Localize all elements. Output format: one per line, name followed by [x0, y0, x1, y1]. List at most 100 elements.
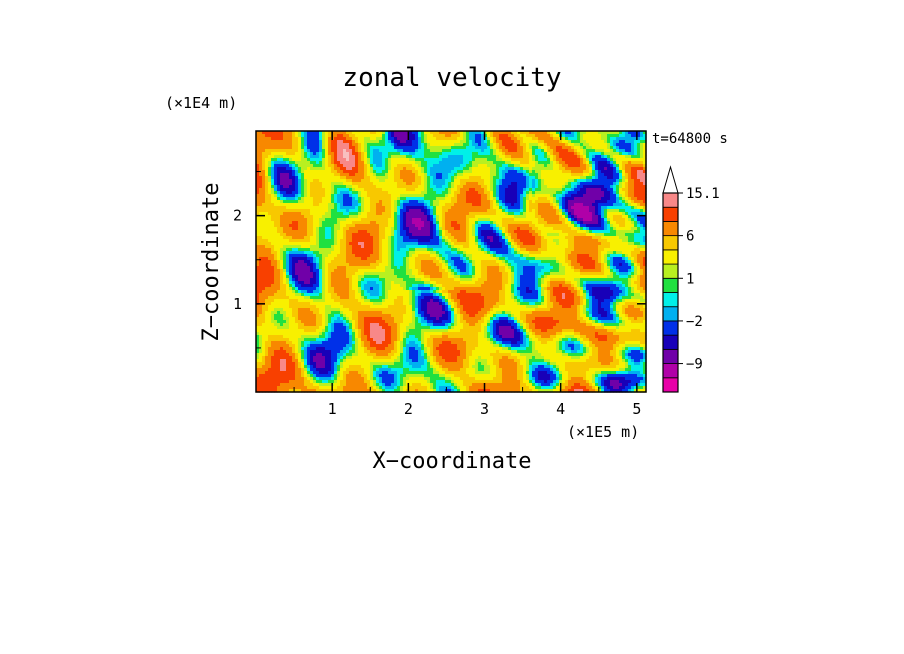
field-cell	[292, 137, 296, 141]
field-cell	[604, 224, 608, 228]
field-cell	[463, 155, 467, 159]
field-cell	[394, 206, 398, 210]
field-cell	[280, 197, 284, 201]
field-cell	[322, 134, 326, 138]
field-cell	[586, 140, 590, 144]
field-cell	[538, 155, 542, 159]
field-cell	[478, 137, 482, 141]
field-cell	[424, 152, 428, 156]
field-cell	[607, 161, 611, 165]
field-cell	[289, 239, 293, 243]
field-cell	[292, 167, 296, 171]
field-cell	[499, 164, 503, 168]
field-cell	[472, 152, 476, 156]
field-cell	[373, 215, 377, 219]
field-cell	[370, 146, 374, 150]
field-cell	[556, 230, 560, 234]
field-cell	[400, 191, 404, 195]
field-cell	[259, 209, 263, 213]
field-cell	[313, 230, 317, 234]
field-cell	[586, 236, 590, 240]
field-cell	[277, 179, 281, 183]
field-cell	[586, 224, 590, 228]
field-cell	[400, 212, 404, 216]
field-cell	[577, 131, 581, 135]
field-cell	[304, 134, 308, 138]
field-cell	[514, 194, 518, 198]
field-cell	[325, 209, 329, 213]
field-cell	[328, 245, 332, 249]
field-cell	[319, 215, 323, 219]
field-cell	[544, 227, 548, 231]
field-cell	[544, 236, 548, 240]
field-cell	[487, 170, 491, 174]
field-cell	[544, 215, 548, 219]
field-cell	[466, 206, 470, 210]
field-cell	[544, 170, 548, 174]
field-cell	[367, 218, 371, 222]
field-cell	[568, 230, 572, 234]
field-cell	[490, 209, 494, 213]
field-cell	[475, 182, 479, 186]
field-cell	[544, 212, 548, 216]
field-cell	[382, 224, 386, 228]
field-cell	[439, 167, 443, 171]
field-cell	[598, 143, 602, 147]
field-cell	[328, 167, 332, 171]
field-cell	[586, 230, 590, 234]
field-cell	[565, 191, 569, 195]
field-cell	[256, 155, 260, 159]
field-cell	[310, 191, 314, 195]
field-cell	[613, 215, 617, 219]
field-cell	[268, 149, 272, 153]
field-cell	[472, 167, 476, 171]
field-cell	[577, 215, 581, 219]
field-cell	[445, 200, 449, 204]
field-cell	[388, 182, 392, 186]
field-cell	[640, 194, 644, 198]
field-cell	[301, 236, 305, 240]
field-cell	[385, 221, 389, 225]
field-cell	[520, 140, 524, 144]
field-cell	[475, 224, 479, 228]
field-cell	[478, 173, 482, 177]
field-cell	[256, 167, 260, 171]
field-cell	[313, 176, 317, 180]
field-cell	[367, 131, 371, 135]
field-cell	[556, 200, 560, 204]
field-cell	[328, 170, 332, 174]
field-cell	[340, 143, 344, 147]
field-cell	[424, 176, 428, 180]
field-cell	[271, 164, 275, 168]
field-cell	[292, 230, 296, 234]
field-cell	[463, 185, 467, 189]
field-cell	[319, 242, 323, 246]
field-cell	[592, 242, 596, 246]
field-cell	[574, 158, 578, 162]
field-cell	[607, 164, 611, 168]
field-cell	[367, 209, 371, 213]
field-cell	[340, 221, 344, 225]
field-cell	[496, 149, 500, 153]
field-cell	[523, 224, 527, 228]
field-cell	[487, 242, 491, 246]
field-cell	[373, 134, 377, 138]
field-cell	[484, 134, 488, 138]
field-cell	[466, 140, 470, 144]
field-cell	[388, 134, 392, 138]
field-cell	[628, 140, 632, 144]
field-cell	[478, 143, 482, 147]
field-cell	[265, 155, 269, 159]
field-cell	[463, 215, 467, 219]
field-cell	[322, 236, 326, 240]
field-cell	[577, 200, 581, 204]
field-cell	[352, 131, 356, 135]
field-cell	[304, 143, 308, 147]
field-cell	[550, 149, 554, 153]
field-cell	[523, 137, 527, 141]
field-cell	[643, 236, 647, 240]
field-cell	[619, 197, 623, 201]
field-cell	[397, 143, 401, 147]
field-cell	[484, 185, 488, 189]
field-cell	[457, 203, 461, 207]
